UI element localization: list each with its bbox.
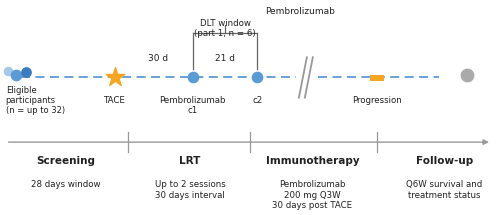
Point <box>112 76 120 79</box>
Text: Pembrolizumab: Pembrolizumab <box>265 7 335 16</box>
FancyBboxPatch shape <box>370 75 384 81</box>
Text: Pembrolizumab
c1: Pembrolizumab c1 <box>160 96 226 115</box>
Text: Eligible
participants
(n = up to 32): Eligible participants (n = up to 32) <box>6 86 65 115</box>
Point <box>254 76 262 79</box>
Point <box>463 74 471 77</box>
Text: 21 d: 21 d <box>215 54 235 63</box>
Text: 28 days window: 28 days window <box>31 181 100 189</box>
Point <box>22 71 30 74</box>
Text: DLT window
(part 1, n = 6): DLT window (part 1, n = 6) <box>194 19 256 38</box>
Text: Follow-up: Follow-up <box>416 156 473 166</box>
Text: Up to 2 sessions
30 days interval: Up to 2 sessions 30 days interval <box>155 181 226 200</box>
Point <box>12 74 20 77</box>
Text: Q6W survival and
treatment status: Q6W survival and treatment status <box>406 181 482 200</box>
Text: TACE: TACE <box>104 96 126 105</box>
Text: c2: c2 <box>252 96 262 105</box>
Text: Progression: Progression <box>352 96 402 105</box>
Point <box>188 76 196 79</box>
Text: Pembrolizumab
200 mg Q3W
30 days post TACE: Pembrolizumab 200 mg Q3W 30 days post TA… <box>272 181 352 210</box>
Text: LRT: LRT <box>180 156 201 166</box>
Point <box>4 70 12 73</box>
Text: Immunotherapy: Immunotherapy <box>266 156 359 166</box>
Text: Screening: Screening <box>36 156 95 166</box>
Text: 30 d: 30 d <box>148 54 168 63</box>
